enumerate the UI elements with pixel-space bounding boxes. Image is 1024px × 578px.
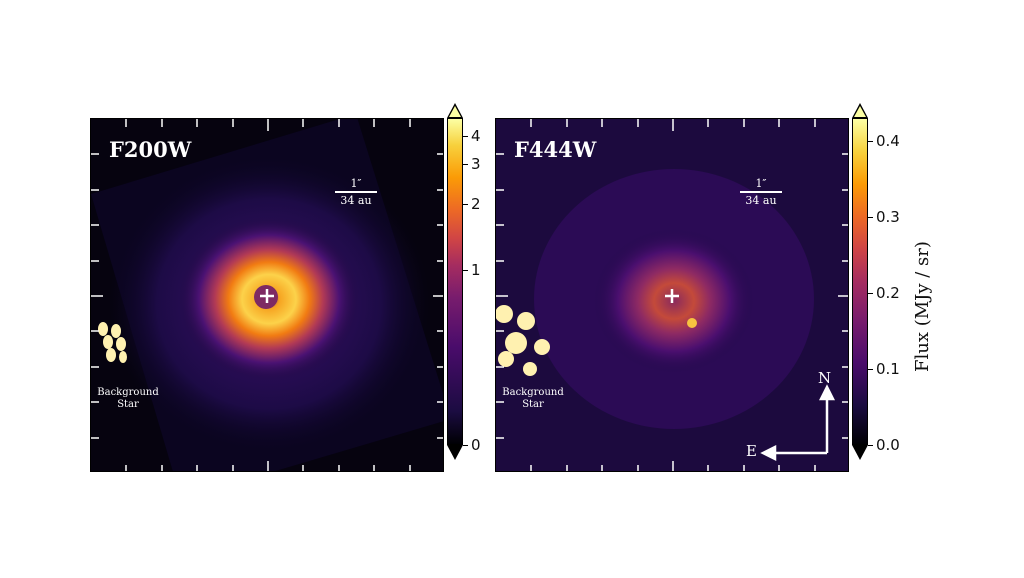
f444w-image — [496, 119, 848, 471]
scale-bar: 1″ 34 au — [335, 177, 377, 207]
scale-bar-distance: 34 au — [340, 194, 372, 207]
colorbar-tick-mark — [463, 270, 468, 272]
scale-bar: 1″ 34 au — [740, 177, 782, 207]
background-star-label-line2: Star — [117, 399, 139, 410]
background-star-label-line1: Background — [502, 387, 564, 398]
f444w-colorbar — [852, 118, 868, 445]
colorbar-tick-mark — [868, 445, 873, 446]
f200w-image-panel: F200W 1″ 34 au Background Star — [90, 118, 444, 472]
colorbar-tick-label: 0.3 — [876, 207, 900, 226]
colorbar-tick-mark — [463, 135, 468, 137]
scale-bar-distance: 34 au — [745, 194, 777, 207]
panel-ticks — [496, 119, 848, 471]
colorbar-tick-label: 0.4 — [876, 131, 900, 150]
colorbar-unit-label: Flux (MJy / sr) — [912, 241, 933, 372]
colorbar-tick-label: 4 — [471, 126, 481, 145]
f200w-image — [91, 119, 443, 471]
colorbar-tick-label: 0 — [471, 436, 481, 454]
filter-label: F444W — [514, 137, 597, 162]
background-star-label-line2: Star — [522, 399, 544, 410]
colorbar-tick-label: 0.1 — [876, 359, 900, 378]
colorbar-tick-mark — [463, 203, 468, 205]
compass-east-label: E — [746, 442, 757, 460]
scale-bar-line — [335, 191, 377, 193]
center-cross-icon — [260, 289, 274, 303]
background-star-label: Background Star — [498, 387, 568, 411]
scale-bar-angle: 1″ — [350, 177, 362, 190]
colorbar-tick-label: 1 — [471, 261, 481, 280]
colorbar-tick-mark — [868, 368, 873, 370]
center-cross-icon — [665, 289, 679, 303]
background-star-blob — [496, 305, 550, 376]
colorbar-tick-label: 3 — [471, 155, 481, 174]
background-star-label-line1: Background — [97, 387, 159, 398]
compass-arrows — [760, 384, 836, 462]
scale-bar-angle: 1″ — [755, 177, 767, 190]
colorbar-tick-mark — [463, 164, 468, 166]
background-star-label: Background Star — [93, 387, 163, 411]
filter-label: F200W — [109, 137, 192, 162]
colorbar-tick-label: 0.2 — [876, 283, 900, 302]
colorbar-tick-mark — [868, 140, 873, 142]
panel-ticks — [91, 119, 443, 471]
colorbar-tick-label: 0.0 — [876, 436, 900, 454]
f200w-colorbar — [447, 118, 463, 445]
colorbar-extend-bottom — [852, 445, 868, 460]
compass-north-label: N — [818, 369, 832, 387]
colorbar-tick-mark — [868, 292, 873, 294]
colorbar-tick-mark — [463, 445, 468, 446]
background-star-blob — [98, 322, 127, 363]
colorbar-extend-top-fill — [854, 106, 866, 117]
colorbar-tick-mark — [868, 216, 873, 218]
colorbar-extend-top-fill — [449, 106, 461, 117]
colorbar-tick-label: 2 — [471, 194, 481, 213]
scale-bar-line — [740, 191, 782, 193]
f444w-image-panel: F444W 1″ 34 au Background Star N E — [495, 118, 849, 472]
colorbar-extend-bottom — [447, 445, 463, 460]
